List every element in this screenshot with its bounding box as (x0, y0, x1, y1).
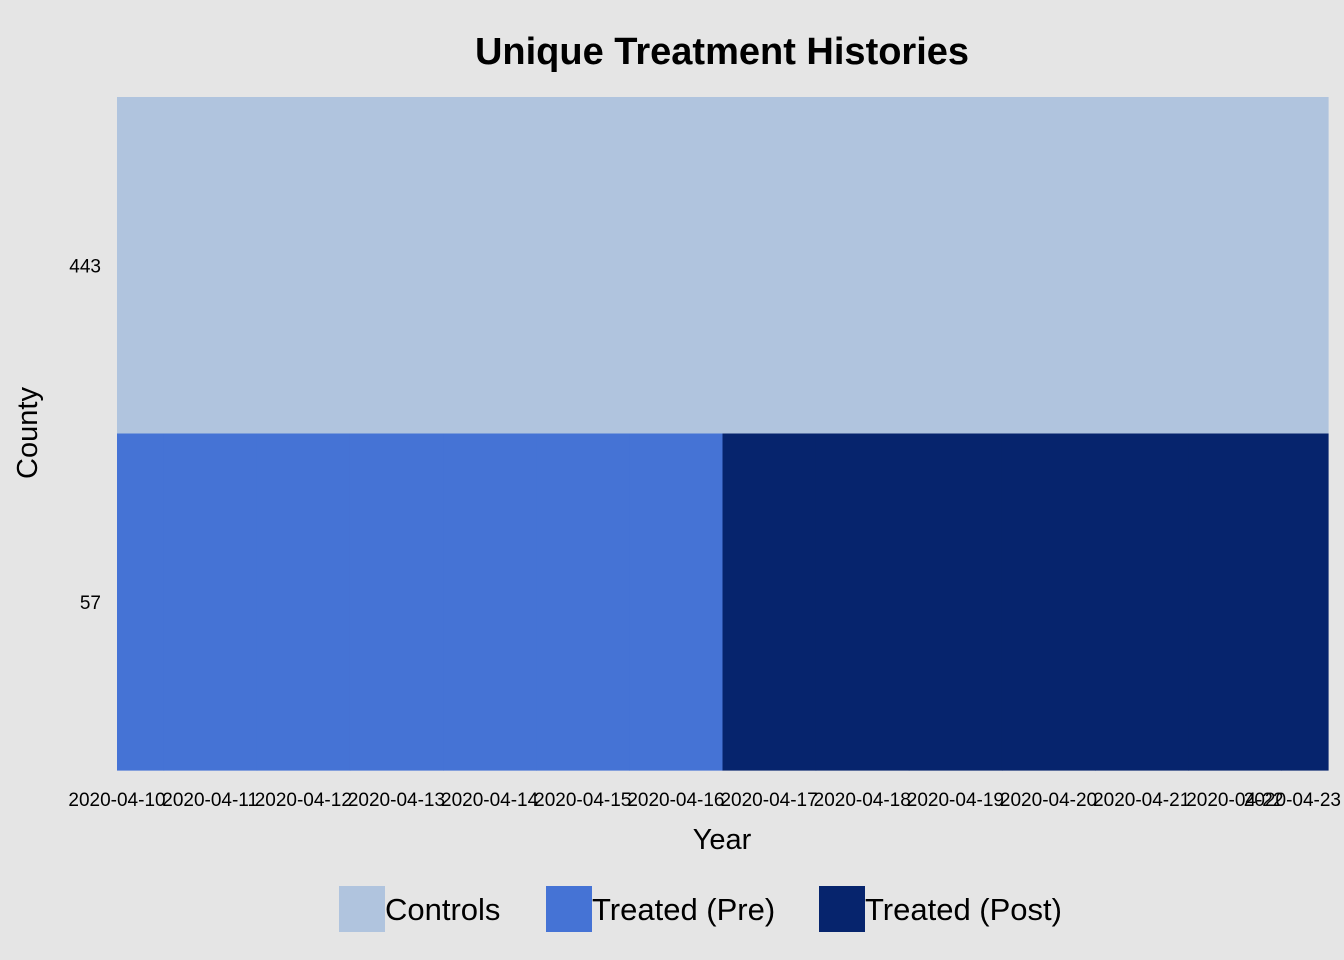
legend-swatch-post (819, 886, 865, 932)
x-tick-label: 2020-04-20 (1000, 790, 1097, 811)
heatmap-cell-57-2020-04-23 (1281, 433, 1329, 771)
heatmap-cell-443-2020-04-17 (722, 97, 817, 435)
heatmap-cell-57-2020-04-13 (349, 433, 444, 771)
x-tick-label: 2020-04-22 (1186, 790, 1283, 811)
legend-swatch-controls (339, 886, 385, 932)
heatmap-cell-57-2020-04-17 (722, 433, 817, 771)
legend-label-controls: Controls (385, 892, 500, 927)
heatmap-cell-443-2020-04-10 (117, 97, 165, 435)
y-tick-label: 57 (80, 593, 101, 614)
heatmap-cell-57-2020-04-10 (117, 433, 165, 771)
x-tick-label: 2020-04-10 (68, 790, 165, 811)
heatmap-cell-443-2020-04-11 (163, 97, 258, 435)
legend: Controls Treated (Pre) Treated (Post) (339, 886, 1062, 932)
heatmap-cell-443-2020-04-21 (1095, 97, 1189, 435)
chart-title: Unique Treatment Histories (475, 31, 969, 73)
x-tick-label: 2020-04-18 (814, 790, 911, 811)
heatmap-cell-443-2020-04-19 (908, 97, 1003, 435)
heatmap-cell-443-2020-04-18 (815, 97, 910, 435)
heatmap-cell-57-2020-04-18 (815, 433, 910, 771)
heatmap-cell-57-2020-04-19 (908, 433, 1003, 771)
legend-label-post: Treated (Post) (865, 892, 1062, 927)
heatmap-cell-57-2020-04-11 (163, 433, 258, 771)
heatmap-cell-57-2020-04-14 (443, 433, 537, 771)
heatmap-cell-443-2020-04-23 (1281, 97, 1329, 435)
heatmap-cell-57-2020-04-20 (1001, 433, 1096, 771)
heatmap-cell-443-2020-04-13 (349, 97, 444, 435)
y-axis-ticks: 443 57 (69, 256, 101, 614)
legend-swatch-pre (546, 886, 592, 932)
heatmap-cell-443-2020-04-12 (256, 97, 351, 435)
heatmap-cell-443-2020-04-15 (536, 97, 630, 435)
x-tick-label: 2020-04-12 (255, 790, 352, 811)
y-axis-label: County (12, 387, 44, 479)
x-tick-label: 2020-04-13 (348, 790, 445, 811)
heatmap-cell-57-2020-04-21 (1095, 433, 1189, 771)
heatmap-cell-443-2020-04-16 (629, 97, 724, 435)
x-tick-label: 2020-04-23 (1244, 790, 1341, 811)
x-tick-label: 2020-04-14 (441, 790, 539, 811)
legend-label-pre: Treated (Pre) (592, 892, 775, 927)
x-tick-label: 2020-04-11 (162, 790, 258, 811)
heatmap-cell-57-2020-04-12 (256, 433, 351, 771)
x-tick-label: 2020-04-15 (534, 790, 631, 811)
x-tick-label: 2020-04-17 (720, 790, 817, 811)
y-tick-label: 443 (69, 256, 101, 277)
x-tick-label: 2020-04-21 (1093, 790, 1190, 811)
x-tick-label: 2020-04-16 (627, 790, 724, 811)
heatmap-cell-443-2020-04-14 (443, 97, 537, 435)
x-axis-label: Year (693, 824, 752, 856)
heatmap-cell-57-2020-04-16 (629, 433, 724, 771)
heatmap-cell-57-2020-04-15 (536, 433, 630, 771)
heatmap-cell-57-2020-04-22 (1188, 433, 1283, 771)
x-tick-label: 2020-04-19 (907, 790, 1004, 811)
heatmap-cell-443-2020-04-20 (1001, 97, 1096, 435)
x-axis-ticks: 2020-04-102020-04-112020-04-122020-04-13… (68, 790, 1341, 811)
heatmap-cell-443-2020-04-22 (1188, 97, 1283, 435)
heatmap-cells (117, 97, 1329, 771)
